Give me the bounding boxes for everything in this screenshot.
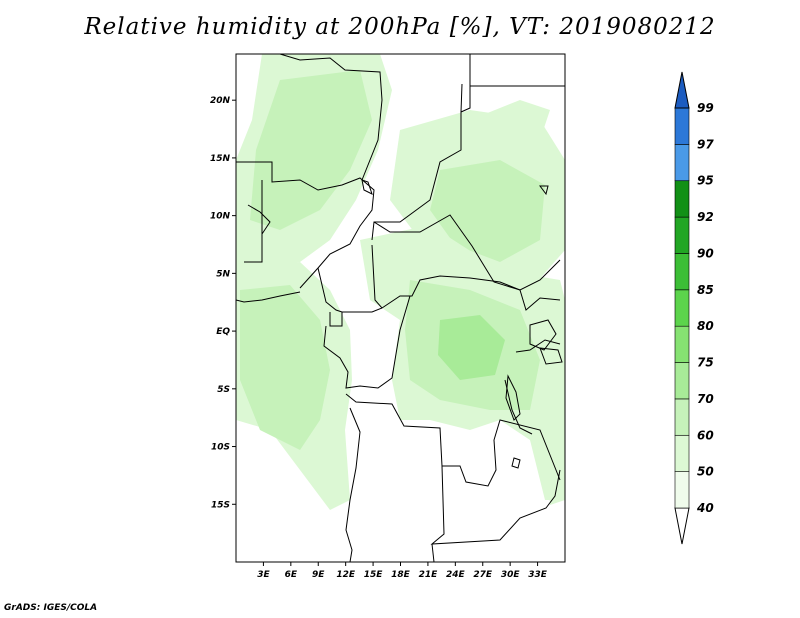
colorbar-segment	[674, 216, 690, 254]
colorbar-label: 70	[697, 392, 714, 406]
lon-tick-label: 12E	[336, 570, 356, 580]
humidity-region-gulf-core	[240, 285, 330, 450]
lon-tick-label: 6E	[285, 570, 298, 580]
colorbar-label: 97	[697, 137, 714, 151]
country-borders	[236, 54, 565, 562]
colorbar-label: 75	[697, 356, 714, 370]
latitude-axis: 20N 15N 10N 5N EQ 5S 10S 15S	[210, 96, 236, 510]
longitude-axis: 3E 6E 9E 12E 15E 18E 21E 24E 27E 30E 33E	[257, 562, 548, 580]
humidity-field	[236, 54, 565, 510]
humidity-region-sahel-core	[250, 70, 372, 230]
colorbar-label: 60	[697, 428, 714, 442]
lat-tick-label: 20N	[210, 96, 231, 106]
lon-tick-label: 3E	[257, 570, 270, 580]
colorbar-segment	[674, 180, 690, 218]
lat-tick-label: 15S	[211, 500, 230, 510]
colorbar-label: 99	[697, 101, 714, 115]
colorbar-segment	[674, 144, 690, 182]
lon-tick-label: 9E	[312, 570, 325, 580]
lat-tick-label: 10S	[211, 443, 230, 453]
colorbar-upper-extension	[674, 71, 690, 109]
colorbar-segment	[674, 325, 690, 363]
colorbar-segment	[674, 107, 690, 145]
humidity-region-central-peak	[438, 315, 505, 380]
lon-tick-label: 21E	[419, 570, 439, 580]
lat-tick-label: 5S	[217, 385, 230, 395]
humidity-patch-1	[470, 100, 550, 150]
colorbar-segment	[674, 253, 690, 291]
humidity-region-sudan-core	[430, 160, 545, 262]
colorbar-label: 92	[697, 210, 714, 224]
lon-tick-label: 30E	[501, 570, 521, 580]
colorbar-segment	[674, 289, 690, 327]
colorbar-label: 95	[697, 174, 714, 188]
footer-credit: GrADS: IGES/COLA	[4, 603, 98, 613]
colorbar-label: 40	[696, 501, 714, 515]
colorbar-segment	[674, 398, 690, 436]
colorbar-segment	[674, 362, 690, 400]
colorbar-label: 90	[697, 246, 714, 260]
lon-tick-label: 33E	[528, 570, 548, 580]
colorbar-lower-extension	[674, 507, 690, 545]
lat-tick-label: 5N	[216, 269, 230, 279]
colorbar-segment	[674, 434, 690, 472]
lon-tick-label: 27E	[473, 570, 493, 580]
lakes	[361, 179, 563, 469]
map-title: Relative humidity at 200hPa [%], VT: 201…	[84, 14, 716, 40]
lon-tick-label: 24E	[446, 570, 466, 580]
colorbar-label: 85	[697, 283, 714, 297]
lat-tick-label: 15N	[210, 154, 231, 164]
colorbar: 40 50 60 70 75 80 85 90 92 95 97 99	[674, 71, 714, 545]
lon-tick-label: 15E	[364, 570, 384, 580]
colorbar-label: 80	[697, 319, 714, 333]
lon-tick-label: 18E	[391, 570, 411, 580]
lat-tick-label: EQ	[216, 327, 230, 337]
colorbar-segment	[674, 471, 690, 509]
lat-tick-label: 10N	[210, 212, 231, 222]
colorbar-label: 50	[697, 465, 714, 479]
